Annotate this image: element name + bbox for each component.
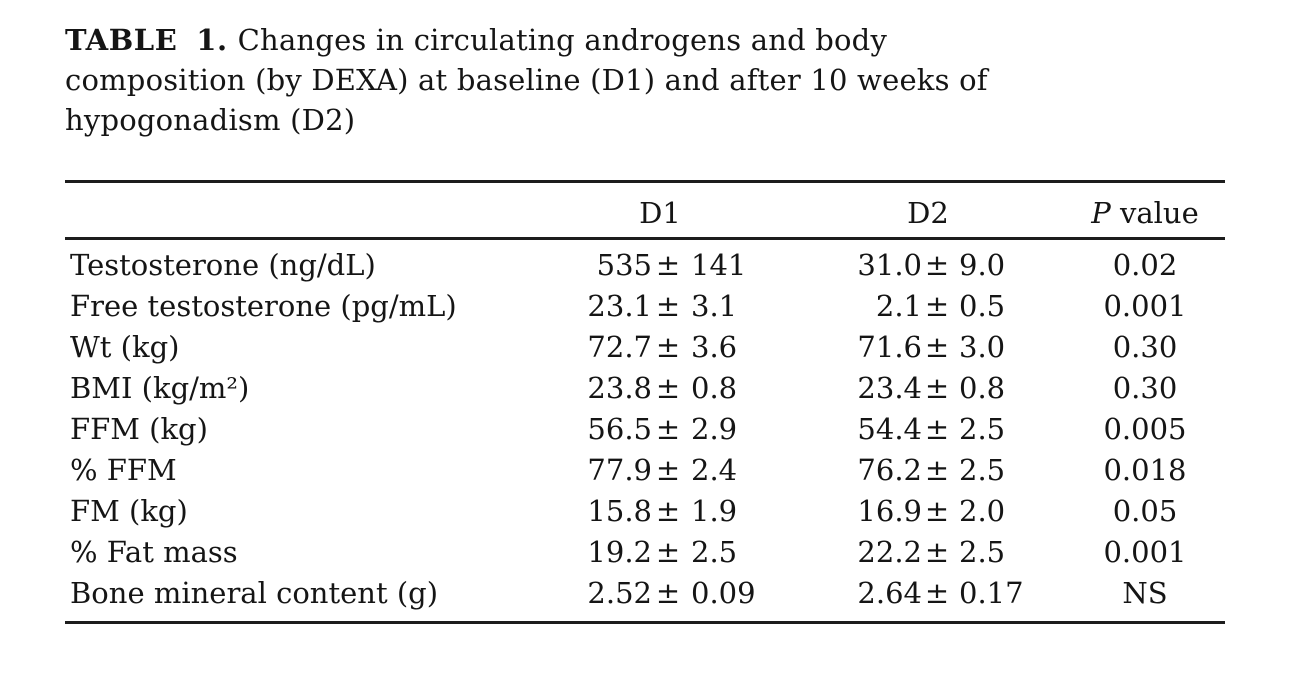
caption-text: Changes in circulating androgens and bod… xyxy=(237,23,888,57)
d1-mean: 23.1 xyxy=(587,289,652,323)
p-value: 0.005 xyxy=(1103,412,1187,446)
table-body: Testosterone (ng/dL) 535 ± 141 31.0 ± 9.… xyxy=(65,240,1225,621)
d1-sd: 3.6 xyxy=(691,330,738,364)
table-figure: TABLE 1. Changes in circulating androgens… xyxy=(65,20,1225,624)
p-value: 0.018 xyxy=(1103,453,1187,487)
plus-minus: ± xyxy=(924,248,950,282)
plus-minus: ± xyxy=(655,412,681,446)
d1-sd: 3.1 xyxy=(691,289,738,323)
plus-minus: ± xyxy=(924,453,950,487)
d1-mean: 535 xyxy=(596,248,652,282)
plus-minus: ± xyxy=(924,412,950,446)
d2-sd: 2.0 xyxy=(959,494,1006,528)
d1-mean: 15.8 xyxy=(587,494,652,528)
d2-sd: 0.17 xyxy=(959,576,1024,610)
d1-mean: 56.5 xyxy=(587,412,652,446)
row-label: Free testosterone (pg/mL) xyxy=(70,289,457,323)
plus-minus: ± xyxy=(655,289,681,323)
d2-sd: 9.0 xyxy=(959,248,1006,282)
d1-mean: 77.9 xyxy=(587,453,652,487)
plus-minus: ± xyxy=(924,330,950,364)
p-value: NS xyxy=(1122,576,1168,610)
d2-mean: 16.9 xyxy=(857,494,922,528)
row-label: FFM (kg) xyxy=(70,412,208,446)
plus-minus: ± xyxy=(655,330,681,364)
d1-sd: 2.4 xyxy=(691,453,738,487)
plus-minus: ± xyxy=(655,371,681,405)
d2-mean: 71.6 xyxy=(857,330,922,364)
d2-sd: 2.5 xyxy=(959,535,1006,569)
caption-line: hypogonadism (D2) xyxy=(65,103,356,137)
d1-sd: 2.9 xyxy=(691,412,738,446)
table-header-row: D1 D2 P value xyxy=(65,183,1225,240)
d2-mean: 31.0 xyxy=(857,248,922,282)
plus-minus: ± xyxy=(924,289,950,323)
plus-minus: ± xyxy=(655,453,681,487)
p-value: 0.001 xyxy=(1103,535,1187,569)
p-value: 0.02 xyxy=(1112,248,1178,282)
header-d2: D2 xyxy=(907,196,949,230)
d1-sd: 0.09 xyxy=(691,576,756,610)
d2-sd: 2.5 xyxy=(959,453,1006,487)
plus-minus: ± xyxy=(655,494,681,528)
row-label: Testosterone (ng/dL) xyxy=(70,248,376,282)
row-label: FM (kg) xyxy=(70,494,188,528)
data-table: D1 D2 P value Testosterone (ng/dL) 535 ±… xyxy=(65,180,1225,624)
header-p-symbol: P xyxy=(1091,196,1111,230)
d1-mean: 19.2 xyxy=(587,535,652,569)
plus-minus: ± xyxy=(924,535,950,569)
d2-mean: 54.4 xyxy=(857,412,922,446)
p-value: 0.05 xyxy=(1112,494,1178,528)
d2-mean: 23.4 xyxy=(857,371,922,405)
d1-sd: 2.5 xyxy=(691,535,738,569)
row-label: Wt (kg) xyxy=(70,330,180,364)
caption-line: TABLE 1. Changes in circulating androgens… xyxy=(65,20,1225,60)
row-label: % FFM xyxy=(70,453,177,487)
d2-sd: 3.0 xyxy=(959,330,1006,364)
d2-mean: 22.2 xyxy=(857,535,922,569)
d1-sd: 1.9 xyxy=(691,494,738,528)
plus-minus: ± xyxy=(655,576,681,610)
caption-table-number: TABLE 1. xyxy=(65,23,228,57)
d1-mean: 72.7 xyxy=(587,330,652,364)
header-d1: D1 xyxy=(639,196,681,230)
p-value: 0.30 xyxy=(1112,371,1178,405)
d1-sd: 141 xyxy=(691,248,747,282)
d2-mean: 2.1 xyxy=(875,289,922,323)
plus-minus: ± xyxy=(924,576,950,610)
plus-minus: ± xyxy=(655,535,681,569)
header-p-word: value xyxy=(1110,196,1199,230)
d2-sd: 0.8 xyxy=(959,371,1006,405)
plus-minus: ± xyxy=(924,494,950,528)
d1-mean: 2.52 xyxy=(587,576,652,610)
d2-mean: 2.64 xyxy=(857,576,922,610)
caption-line: composition (by DEXA) at baseline (D1) a… xyxy=(65,63,988,97)
header-p-value: P value xyxy=(1065,193,1225,233)
row-label: Bone mineral content (g) xyxy=(70,576,439,610)
d2-sd: 2.5 xyxy=(959,412,1006,446)
p-value: 0.30 xyxy=(1112,330,1178,364)
d1-mean: 23.8 xyxy=(587,371,652,405)
table-caption: TABLE 1. Changes in circulating androgens… xyxy=(65,20,1225,140)
row-label: % Fat mass xyxy=(70,535,238,569)
d2-sd: 0.5 xyxy=(959,289,1006,323)
plus-minus: ± xyxy=(655,248,681,282)
plus-minus: ± xyxy=(924,371,950,405)
p-value: 0.001 xyxy=(1103,289,1187,323)
d2-mean: 76.2 xyxy=(857,453,922,487)
row-label: BMI (kg/m²) xyxy=(70,371,250,405)
d1-sd: 0.8 xyxy=(691,371,738,405)
